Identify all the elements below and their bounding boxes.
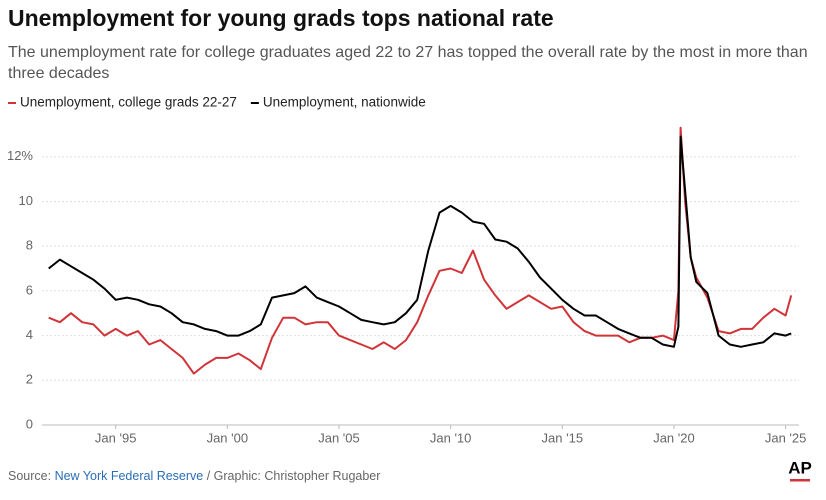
logo: AP	[788, 458, 812, 477]
x-tick-label: Jan '20	[653, 430, 695, 445]
y-tick-label: 8	[26, 238, 33, 253]
x-tick-label: Jan '00	[207, 430, 249, 445]
y-tick-label: 10	[19, 193, 33, 208]
x-tick-label: Jan '25	[765, 430, 807, 445]
x-tick-label: Jan '10	[430, 430, 472, 445]
y-tick-label: 4	[26, 327, 33, 342]
y-tick-label: 12%	[7, 148, 33, 163]
chart-title: Unemployment for young grads tops nation…	[8, 5, 554, 31]
legend-label: Unemployment, college grads 22-27	[20, 95, 237, 110]
logo-underline	[790, 479, 810, 482]
x-tick-label: Jan '95	[95, 430, 137, 445]
chart-subtitle: The unemployment rate for college gradua…	[8, 44, 808, 82]
credit: / Graphic: Christopher Rugaber	[203, 469, 380, 483]
y-tick-label: 2	[26, 372, 33, 387]
series-line	[48, 135, 792, 348]
x-tick-label: Jan '05	[318, 430, 360, 445]
source-link[interactable]: New York Federal Reserve	[55, 469, 204, 483]
y-tick-label: 6	[26, 282, 33, 297]
x-tick-label: Jan '15	[542, 430, 584, 445]
legend-label: Unemployment, nationwide	[263, 95, 426, 110]
legend: Unemployment, college grads 22-27 Unemplo…	[8, 95, 426, 110]
source-prefix: Source:	[8, 469, 55, 483]
subtitle-box: The unemployment rate for college gradua…	[8, 44, 808, 82]
y-tick-label: 0	[26, 416, 33, 431]
source: Source: New York Federal Reserve / Graph…	[8, 469, 380, 483]
